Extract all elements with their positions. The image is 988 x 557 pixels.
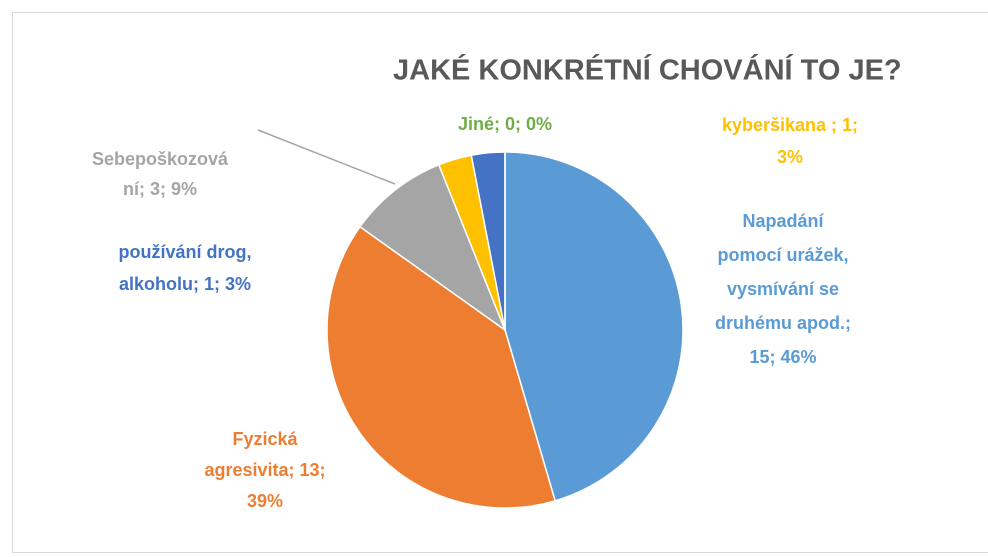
data-label: 15; 46% — [749, 347, 816, 367]
data-label: ní; 3; 9% — [123, 179, 197, 199]
data-label: 3% — [777, 147, 803, 167]
data-label: používání drog, — [119, 242, 252, 262]
data-label: Sebepoškozová — [92, 149, 229, 169]
data-label: alkoholu; 1; 3% — [119, 274, 251, 294]
data-label: Jiné; 0; 0% — [458, 114, 552, 134]
data-label: Napadání — [742, 211, 824, 231]
data-label: Fyzická — [232, 429, 298, 449]
data-label: vysmívání se — [727, 279, 839, 299]
data-label: kyberšikana ; 1; — [722, 115, 858, 135]
data-label: druhému apod.; — [715, 313, 851, 333]
data-label: pomocí urážek, — [717, 245, 848, 265]
data-label: agresivita; 13; — [204, 460, 325, 480]
pie-slice — [504, 151, 684, 502]
pie-slice — [326, 225, 557, 509]
data-label: 39% — [247, 491, 283, 511]
leader-line — [257, 129, 396, 185]
chart-title: JAKÉ KONKRÉTNÍ CHOVÁNÍ TO JE? — [393, 53, 902, 87]
pie-slice — [358, 163, 507, 333]
